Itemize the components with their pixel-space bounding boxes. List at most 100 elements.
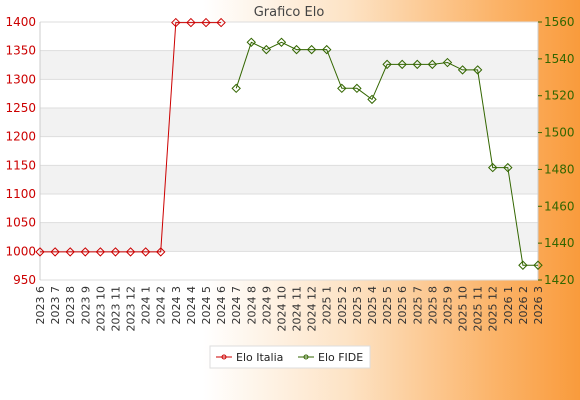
left-tick-label: 1050 — [5, 216, 36, 230]
x-tick-label: 2024 4 — [185, 286, 198, 325]
right-axis-ticks: 1420 1440 1460 1480 1500 1520 1540 1560 — [538, 15, 575, 287]
right-tick-label: 1480 — [544, 162, 575, 176]
x-tick-label: 2026 1 — [502, 286, 515, 325]
series-point — [140, 247, 151, 257]
left-axis-ticks: 950 1000 1050 1100 1150 1200 1250 1300 1350 1400 — [5, 15, 36, 287]
x-tick-label: 2024 8 — [245, 286, 258, 325]
x-tick-label: 2023 9 — [79, 286, 92, 325]
plot-band — [40, 79, 538, 108]
legend: Elo Italia Elo FIDE — [209, 345, 371, 369]
x-tick-label: 2025 10 — [457, 286, 470, 332]
series-point — [322, 44, 332, 55]
series-point — [80, 247, 90, 257]
series-point — [442, 57, 453, 68]
plot-bands — [40, 22, 538, 280]
plot-band — [40, 108, 538, 137]
x-tick-label: 2023 6 — [34, 286, 47, 325]
plot-band — [40, 222, 538, 252]
series-point — [397, 59, 407, 70]
legend-box — [209, 345, 371, 369]
x-tick-label: 2025 12 — [487, 286, 500, 332]
x-tick-label: 2024 3 — [170, 286, 183, 325]
left-tick-label: 1250 — [5, 101, 36, 115]
series-point — [171, 17, 181, 28]
right-tick-label: 1560 — [544, 15, 575, 29]
series-point — [382, 59, 392, 70]
x-tick-label: 2025 6 — [396, 286, 409, 325]
x-tick-label: 2024 10 — [275, 286, 288, 332]
left-tick-label: 1150 — [5, 158, 36, 172]
x-tick-label: 2025 4 — [366, 286, 379, 325]
series-point — [216, 17, 226, 28]
x-tick-label: 2023 10 — [94, 286, 107, 332]
x-tick-label: 2025 9 — [441, 286, 454, 325]
right-tick-label: 1500 — [544, 126, 575, 140]
legend-swatch-marker — [221, 354, 227, 360]
series-point — [246, 37, 256, 47]
plot-band — [40, 165, 538, 194]
series-point — [533, 260, 543, 270]
left-tick-label: 1000 — [5, 244, 36, 258]
x-tick-label: 2024 11 — [291, 286, 304, 332]
series-point — [125, 247, 136, 257]
x-tick-label: 2024 5 — [200, 286, 213, 325]
left-tick-label: 950 — [13, 273, 36, 287]
right-tick-label: 1440 — [544, 236, 575, 250]
plot-band — [40, 251, 538, 280]
series-point — [337, 83, 347, 94]
grid-lines — [39, 21, 539, 281]
plot-band — [40, 194, 538, 223]
x-tick-label: 2024 7 — [230, 286, 243, 325]
series-group — [35, 17, 543, 270]
series-point — [110, 247, 121, 257]
series-point — [156, 247, 166, 257]
legend-label: Elo Italia — [236, 351, 283, 364]
chart-title: Grafico Elo — [254, 5, 325, 20]
series-point — [291, 44, 302, 55]
x-tick-label: 2024 12 — [306, 286, 319, 332]
x-tick-label: 2025 2 — [336, 286, 349, 325]
series-point — [472, 65, 483, 75]
series-point — [457, 65, 468, 75]
series-point — [276, 37, 287, 47]
x-tick-label: 2026 2 — [517, 286, 530, 325]
series-point — [50, 247, 60, 257]
series-point — [95, 247, 106, 257]
x-tick-label: 2023 7 — [49, 286, 62, 325]
x-tick-label: 2024 9 — [260, 286, 273, 325]
left-tick-label: 1100 — [5, 187, 36, 201]
x-tick-label: 2025 1 — [321, 286, 334, 325]
series-point — [352, 83, 362, 94]
x-tick-label: 2025 5 — [381, 286, 394, 325]
left-tick-label: 1400 — [5, 15, 36, 29]
x-tick-label: 2025 3 — [351, 286, 364, 325]
legend-label: Elo FIDE — [318, 351, 363, 364]
left-tick-label: 1300 — [5, 72, 36, 86]
x-tick-label: 2025 7 — [411, 286, 424, 325]
series-line — [235, 41, 538, 266]
right-tick-label: 1460 — [544, 199, 575, 213]
x-tick-label: 2025 11 — [472, 286, 485, 332]
x-tick-label: 2024 6 — [215, 286, 228, 325]
x-tick-label: 2023 12 — [125, 286, 138, 332]
series-point — [231, 83, 241, 94]
plot-band — [40, 136, 538, 166]
x-tick-label: 2024 1 — [140, 286, 153, 325]
series-point — [427, 59, 438, 70]
right-tick-label: 1520 — [544, 89, 575, 103]
left-tick-label: 1200 — [5, 130, 36, 144]
x-tick-label: 2026 3 — [532, 286, 545, 325]
series-line — [40, 22, 222, 253]
left-tick-label: 1350 — [5, 44, 36, 58]
legend-swatch-marker — [303, 354, 309, 360]
x-tick-label: 2024 2 — [155, 286, 168, 325]
x-tick-label: 2023 11 — [109, 286, 122, 332]
series-point — [518, 260, 528, 270]
series-point — [306, 44, 317, 55]
series-point — [186, 17, 196, 28]
right-tick-label: 1420 — [544, 273, 575, 287]
x-tick-label: 2023 8 — [64, 286, 77, 325]
series-point — [201, 17, 211, 28]
right-tick-label: 1540 — [544, 52, 575, 66]
